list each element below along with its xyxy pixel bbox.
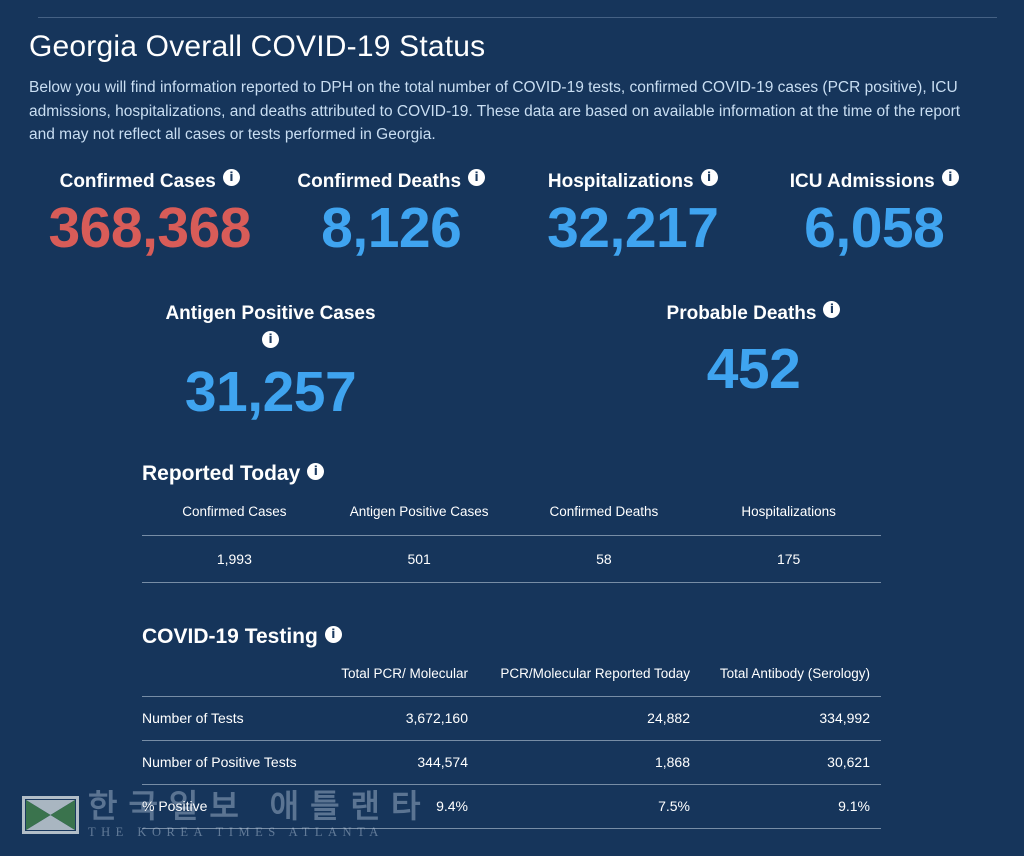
info-icon[interactable]: i (324, 625, 342, 643)
info-glyph: i (948, 169, 953, 184)
stat-label-line: Antigen Positive Cases (29, 302, 512, 325)
stat-value: 6,058 (804, 195, 945, 260)
column-header: Total Antibody (Serology) (719, 665, 870, 681)
page-description: Below you will find information reported… (29, 79, 961, 143)
stat-label: Hospitalizations (547, 170, 694, 192)
stat-label-line: Hospitalizations i (512, 168, 754, 193)
info-icon[interactable]: i (823, 300, 841, 318)
table-cell: 334,992 (819, 710, 870, 727)
stat-label-line: Probable Deaths i (512, 300, 995, 325)
covid-testing-table: Total PCR/ Molecular PCR/Molecular Repor… (142, 666, 881, 829)
info-icon[interactable]: i (307, 462, 325, 480)
stat-label: Probable Deaths (666, 302, 817, 324)
info-glyph: i (331, 626, 336, 641)
stat-label-line: Confirmed Cases i (29, 168, 271, 193)
stat-label: Confirmed Cases (59, 170, 216, 192)
info-icon[interactable]: i (222, 168, 240, 186)
stat-icon-row: i (29, 329, 512, 348)
info-glyph: i (313, 463, 318, 478)
table-cell: 58 (596, 550, 612, 567)
stat-value: 368,368 (48, 195, 252, 260)
info-icon[interactable]: i (468, 168, 486, 186)
row-label: % Positive (142, 798, 208, 815)
row-label: Number of Positive Tests (142, 754, 297, 771)
page-title: Georgia Overall COVID-19 Status (29, 30, 486, 63)
reported-today-heading: Reported Today i (142, 461, 881, 486)
main-content: Georgia Overall COVID-19 Status Below yo… (29, 30, 996, 829)
table-cell: 1,993 (216, 550, 252, 567)
stat-value: 32,217 (547, 195, 719, 260)
table-cell: 30,621 (827, 754, 870, 771)
info-icon[interactable]: i (700, 168, 718, 186)
info-glyph: i (229, 169, 234, 184)
stat-label: Confirmed Deaths (297, 170, 462, 192)
stat-value: 8,126 (321, 195, 462, 260)
stat-value: 31,257 (184, 359, 357, 424)
table-cell: 9.4% (436, 798, 468, 815)
reported-today-header-row: Confirmed Cases Antigen Positive Cases C… (142, 504, 881, 536)
table-row: % Positive 9.4% 7.5% 9.1% (142, 785, 881, 829)
column-header: Hospitalizations (741, 503, 836, 519)
info-glyph: i (829, 301, 835, 316)
stats-row-secondary: Antigen Positive Cases i 31,257 Probable… (29, 300, 995, 425)
column-header: Total PCR/ Molecular (341, 665, 468, 681)
column-header: Confirmed Cases (182, 503, 287, 519)
row-label: Number of Tests (142, 710, 244, 727)
covid-testing-section: COVID-19 Testing i Total PCR/ Molecular P… (142, 624, 881, 829)
heading-text: Reported Today (142, 461, 301, 485)
info-icon[interactable]: i (262, 330, 279, 348)
stat-label: Antigen Positive Cases (165, 302, 376, 324)
table-row: Number of Positive Tests 344,574 1,868 3… (142, 741, 881, 785)
heading-text: COVID-19 Testing (142, 624, 318, 648)
table-cell: 9.1% (838, 798, 870, 815)
reported-today-section: Reported Today i Confirmed Cases Antigen … (142, 461, 881, 583)
top-divider (38, 17, 997, 18)
covid-testing-heading: COVID-19 Testing i (142, 624, 881, 649)
stat-label-line: Confirmed Deaths i (271, 168, 513, 193)
table-cell: 501 (407, 550, 431, 567)
table-cell: 175 (776, 550, 801, 567)
table-cell: 7.5% (658, 798, 690, 815)
stat-confirmed-cases: Confirmed Cases i 368,368 (29, 168, 271, 261)
info-glyph: i (268, 331, 273, 346)
stat-hospitalizations: Hospitalizations i 32,217 (512, 168, 754, 261)
stat-value: 452 (706, 336, 801, 401)
stat-probable-deaths: Probable Deaths i 452 (512, 300, 995, 425)
stat-confirmed-deaths: Confirmed Deaths i 8,126 (271, 168, 513, 261)
stats-row-primary: Confirmed Cases i 368,368 Confirmed Death… (29, 168, 996, 261)
table-cell: 1,868 (654, 754, 690, 771)
stat-antigen-positive-cases: Antigen Positive Cases i 31,257 (29, 302, 512, 425)
table-cell: 24,882 (647, 710, 690, 727)
stat-icu-admissions: ICU Admissions i 6,058 (754, 168, 996, 261)
info-glyph: i (707, 169, 712, 184)
reported-today-table: Confirmed Cases Antigen Positive Cases C… (142, 504, 881, 583)
table-cell: 3,672,160 (405, 710, 468, 727)
stat-label-line: ICU Admissions i (754, 168, 996, 193)
column-header: Antigen Positive Cases (349, 503, 489, 519)
column-header: PCR/Molecular Reported Today (500, 665, 690, 681)
table-cell: 344,574 (417, 754, 468, 771)
stat-label: ICU Admissions (789, 170, 935, 192)
covid-testing-header-row: Total PCR/ Molecular PCR/Molecular Repor… (142, 666, 881, 697)
info-glyph: i (474, 169, 479, 184)
info-icon[interactable]: i (941, 168, 959, 186)
reported-today-values-row: 1,993 501 58 175 (142, 536, 881, 583)
column-header: Confirmed Deaths (549, 503, 659, 519)
table-row: Number of Tests 3,672,160 24,882 334,992 (142, 697, 881, 741)
